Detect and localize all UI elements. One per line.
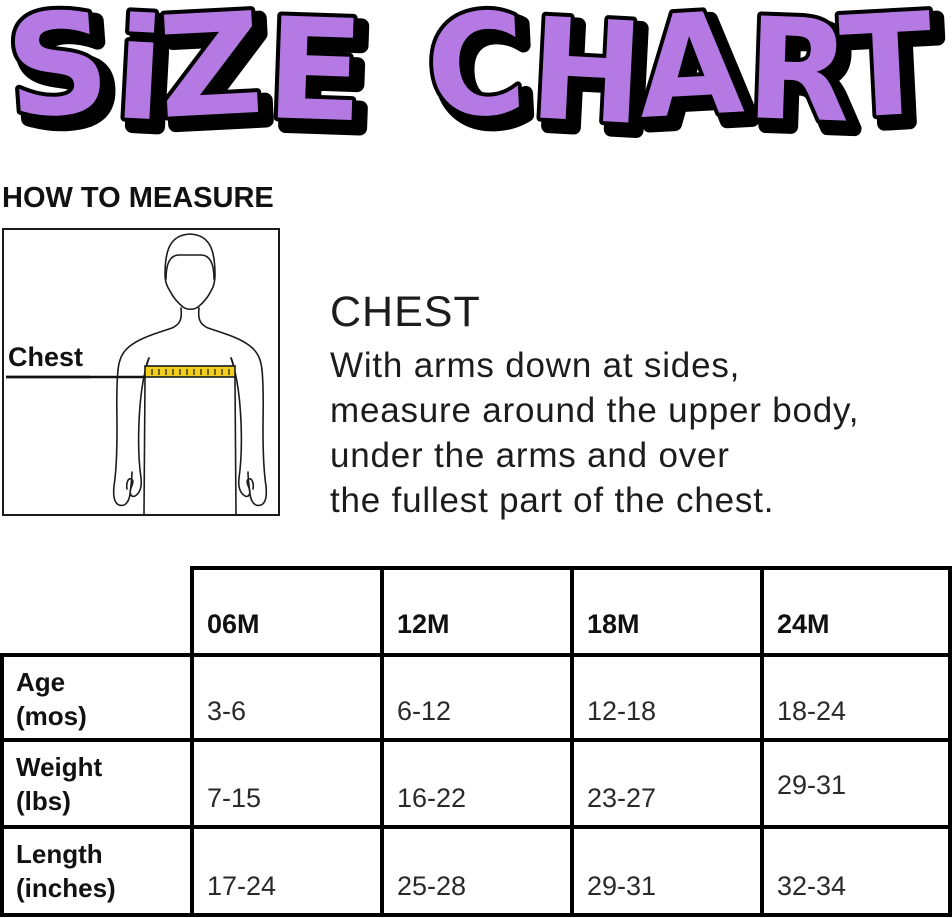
table-cell: 17-24	[190, 825, 384, 917]
cell-value: 7-15	[207, 783, 262, 813]
torso-illustration: Chest	[6, 233, 268, 514]
cell-value: 18-24	[777, 696, 847, 726]
chest-description: With arms down at sides, measure around …	[330, 343, 945, 523]
person-left-arm-inner	[125, 357, 150, 498]
person-right-arm-outer	[247, 369, 268, 507]
row-label: Weight	[16, 752, 103, 782]
table-cell: 12-18	[570, 653, 764, 742]
row-label: Age	[16, 667, 66, 697]
chest-description-line: under the arms and over	[330, 436, 730, 475]
cell-value: 29-31	[777, 770, 847, 800]
table-cell: 23-27	[570, 738, 764, 829]
table-cell: 6-12	[380, 653, 574, 742]
chest-description-line: measure around the upper body,	[330, 391, 860, 430]
cell-value: 6-12	[397, 696, 452, 726]
cell-value: 16-22	[397, 783, 467, 813]
chest-description-line: the fullest part of the chest.	[330, 481, 775, 520]
table-cell: 29-31	[760, 738, 952, 829]
column-header-24m: 24M	[760, 566, 952, 657]
cell-value: 17-24	[207, 871, 277, 901]
chest-figure-label: Chest	[8, 342, 83, 372]
chest-description-line: With arms down at sides,	[330, 346, 741, 385]
table-cell: 29-31	[570, 825, 764, 917]
column-header-06m: 06M	[190, 566, 384, 657]
title-word-size: SiZE	[1, 0, 366, 154]
size-table: 06M 12M 18M 24M Age (mos) 3-6 6-12 12-18…	[0, 566, 952, 917]
row-label: Length	[16, 839, 103, 869]
row-unit: (mos)	[16, 701, 87, 731]
tape-tick-marks	[151, 369, 230, 375]
cell-value: 12-18	[587, 696, 657, 726]
measuring-tape-icon	[144, 365, 236, 378]
measurement-figure: Chest	[2, 228, 280, 516]
person-torso-left	[143, 357, 150, 514]
column-header-12m: 12M	[380, 566, 574, 657]
cell-value: 32-34	[777, 871, 847, 901]
cell-value: 29-31	[587, 871, 657, 901]
title-word-chart-shadow: CHART	[430, 0, 944, 155]
table-cell: 3-6	[190, 653, 384, 742]
person-head-outline	[164, 233, 216, 311]
table-corner-blank	[2, 568, 192, 655]
person-left-arm-outer	[112, 369, 133, 507]
chest-heading: CHEST	[330, 288, 481, 336]
row-header-age: Age (mos)	[0, 653, 194, 742]
title-word-chart: CHART	[422, 0, 936, 155]
table-row-length: Length (inches) 17-24 25-28 29-31 32-34	[0, 825, 952, 917]
cell-value: 3-6	[207, 696, 247, 726]
table-cell: 7-15	[190, 738, 384, 829]
row-header-length: Length (inches)	[0, 825, 194, 917]
person-right-arm-inner	[230, 357, 255, 498]
cell-value: 23-27	[587, 783, 657, 813]
column-header-18m: 18M	[570, 566, 764, 657]
title-main: SiZE CHART	[0, 0, 941, 161]
table-row-weight: Weight (lbs) 7-15 16-22 23-27 29-31	[0, 738, 952, 829]
page-title: SiZE CHART SiZE CHART	[0, 0, 952, 172]
table-row-age: Age (mos) 3-6 6-12 12-18 18-24	[0, 653, 952, 742]
person-left-shoulder	[117, 307, 183, 371]
chest-section: CHEST With arms down at sides, measure a…	[330, 288, 945, 523]
row-header-weight: Weight (lbs)	[0, 738, 194, 829]
title-shadow: SiZE CHART	[2, 0, 952, 172]
row-unit: (inches)	[16, 873, 116, 903]
title-art: SiZE CHART SiZE CHART	[0, 0, 952, 172]
cell-value: 25-28	[397, 871, 467, 901]
how-to-measure-heading: HOW TO MEASURE	[2, 182, 274, 214]
table-cell: 18-24	[760, 653, 952, 742]
table-cell: 32-34	[760, 825, 952, 917]
person-right-shoulder	[197, 307, 263, 371]
table-cell: 25-28	[380, 825, 574, 917]
person-hairline	[165, 254, 215, 280]
table-header-row: 06M 12M 18M 24M	[2, 566, 952, 657]
title-word-size-shadow: SiZE	[9, 0, 374, 155]
row-unit: (lbs)	[16, 786, 71, 816]
table-cell: 16-22	[380, 738, 574, 829]
person-torso-right	[230, 357, 237, 514]
